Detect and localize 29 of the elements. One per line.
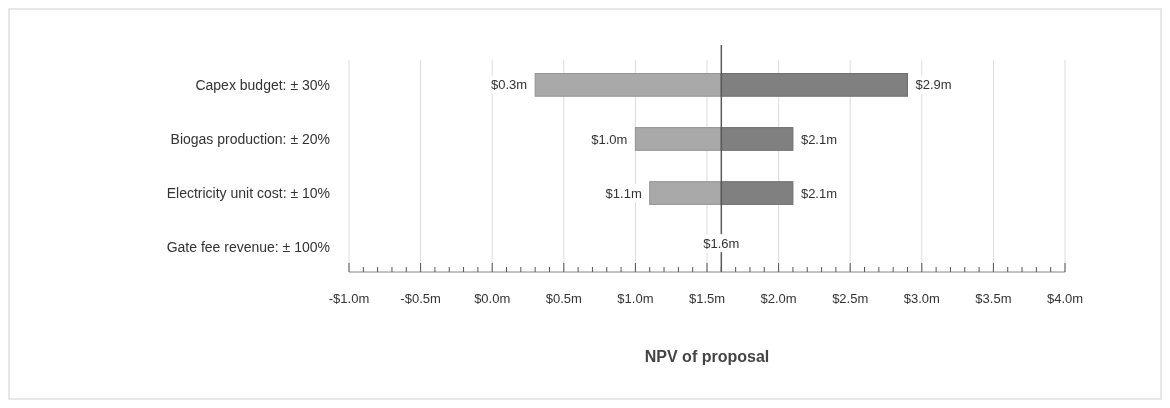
annotation: $1.0m	[591, 131, 628, 147]
x-tick-label: $2.5m	[832, 291, 869, 306]
bar	[649, 181, 722, 205]
x-tick-label: -$1.0m	[328, 291, 370, 306]
x-tick-label: $4.0m	[1046, 291, 1084, 306]
bar	[720, 181, 794, 205]
bar	[534, 73, 722, 97]
y-tick-label: Capex budget: ± 30%	[195, 76, 330, 93]
x-tick-label: $0.5m	[545, 291, 582, 306]
bar	[720, 73, 908, 97]
annotation: $1.1m	[605, 185, 642, 201]
x-tick-label: $1.5m	[688, 291, 726, 306]
x-tick-label: $3.5m	[975, 291, 1012, 306]
x-tick-label: $3.0m	[903, 291, 940, 306]
x-tick-label: $2.0m	[760, 291, 797, 306]
y-tick-label: Electricity unit cost: ± 10%	[166, 184, 330, 201]
annotation: $2.9m	[915, 77, 952, 93]
x-tick-label: $1.0m	[617, 291, 654, 306]
y-tick-label: Gate fee revenue: ± 100%	[166, 239, 330, 256]
annotation: $2.1m	[800, 131, 838, 147]
y-tick-label: Biogas production: ± 20%	[170, 130, 330, 147]
bar	[634, 127, 722, 151]
x-tick-label: -$0.5m	[400, 291, 441, 306]
x-tick-label: $0.0m	[474, 291, 511, 306]
annotation: $2.1m	[800, 185, 838, 201]
annotation: $1.6m	[703, 235, 740, 251]
bar	[720, 127, 794, 151]
x-axis-title: NPV of proposal	[644, 348, 770, 365]
annotation: $0.3m	[491, 77, 528, 93]
